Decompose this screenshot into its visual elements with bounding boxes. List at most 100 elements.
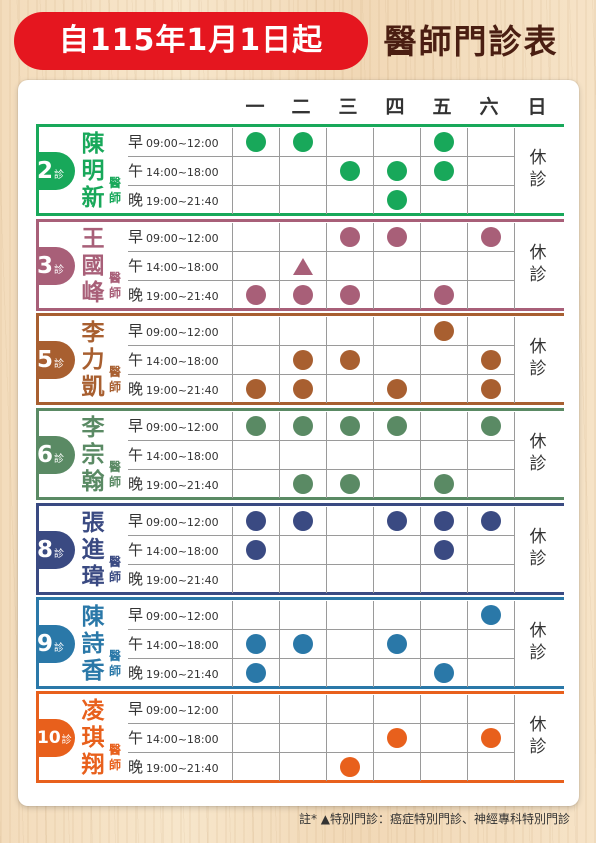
clinic-open-dot xyxy=(340,285,360,305)
session-time: 14:00~18:00 xyxy=(146,166,219,179)
schedule-cell xyxy=(279,659,326,687)
schedule-cell xyxy=(232,659,279,687)
schedule-cell xyxy=(279,470,326,498)
clinic-number-badge: 3診 xyxy=(36,247,75,285)
schedule-cell xyxy=(467,753,514,781)
schedule-cell xyxy=(279,128,326,156)
weekday-2: 二 xyxy=(291,96,311,118)
clinic-number-badge: 9診 xyxy=(36,625,75,663)
schedule-cell xyxy=(467,659,514,687)
clinic-open-dot xyxy=(434,540,454,560)
schedule-cell xyxy=(420,223,467,251)
session-time: 14:00~18:00 xyxy=(146,355,219,368)
block-bottom-rule xyxy=(36,308,564,311)
sunday-closed-cell: 休診 xyxy=(514,695,561,781)
doctor-name: 王國峰 xyxy=(81,225,105,306)
schedule-cell xyxy=(467,470,514,498)
schedule-cell xyxy=(373,470,420,498)
session-time: 09:00~12:00 xyxy=(146,610,219,623)
sunday-closed-label: 休診 xyxy=(529,337,547,379)
session-grid: 早 09:00~12:00 午 14:00~18:00 晚 19:00~21:40 休診 xyxy=(128,317,558,403)
schedule-cell xyxy=(420,412,467,440)
schedule-cell xyxy=(467,223,514,251)
schedule-cell xyxy=(326,157,373,185)
schedule-cell xyxy=(420,630,467,658)
session-row: 午 14:00~18:00 xyxy=(128,346,514,375)
session-row: 早 09:00~12:00 xyxy=(128,317,514,346)
sunday-closed-label: 休診 xyxy=(529,432,547,474)
schedule-cell xyxy=(467,565,514,593)
block-top-rule xyxy=(36,503,564,506)
schedule-cell xyxy=(326,186,373,214)
session-prefix: 晚 xyxy=(128,758,144,776)
session-prefix: 早 xyxy=(128,322,144,340)
schedule-cell xyxy=(420,157,467,185)
block-bottom-rule xyxy=(36,686,564,689)
clinic-number-badge: 6診 xyxy=(36,436,75,474)
schedule-cell xyxy=(326,695,373,723)
schedule-cell xyxy=(232,753,279,781)
schedule-cell xyxy=(279,223,326,251)
session-prefix: 早 xyxy=(128,512,144,530)
schedule-cell xyxy=(373,186,420,214)
clinic-open-dot xyxy=(387,728,407,748)
clinic-open-dot xyxy=(246,132,266,152)
weekday-6: 六 xyxy=(479,96,499,118)
schedule-cell xyxy=(373,695,420,723)
clinic-open-dot xyxy=(246,379,266,399)
block-top-rule xyxy=(36,313,564,316)
schedule-cell xyxy=(326,128,373,156)
weekday-1: 一 xyxy=(245,96,265,118)
clinic-number: 9 xyxy=(37,631,54,657)
clinic-open-dot xyxy=(387,379,407,399)
session-label: 午 14:00~18:00 xyxy=(128,157,230,185)
doctor-block: 2診 陳明新 醫師早 09:00~12:00 午 14:00~18:00 晚 19:00~21… xyxy=(36,124,564,220)
schedule-cell xyxy=(279,157,326,185)
clinic-suffix: 診 xyxy=(54,549,65,560)
session-label: 早 09:00~12:00 xyxy=(128,695,230,723)
schedule-cell xyxy=(232,317,279,345)
special-clinic-triangle xyxy=(293,258,313,275)
clinic-open-dot xyxy=(340,416,360,436)
doctor-title: 醫師 xyxy=(108,743,121,772)
page-title: 醫師門診表 xyxy=(383,22,559,61)
session-time: 09:00~12:00 xyxy=(146,516,219,529)
schedule-cell xyxy=(373,281,420,309)
session-time: 19:00~21:40 xyxy=(146,290,219,303)
schedule-cell xyxy=(326,412,373,440)
session-label: 早 09:00~12:00 xyxy=(128,412,230,440)
clinic-number: 8 xyxy=(37,537,54,563)
schedule-cell xyxy=(420,507,467,535)
schedule-cell xyxy=(326,317,373,345)
schedule-cell xyxy=(420,252,467,280)
schedule-cell xyxy=(232,507,279,535)
doctor-block: 5診 李力凱 醫師早 09:00~12:00 午 14:00~18:00 晚 19:00~21… xyxy=(36,313,564,409)
schedule-cell xyxy=(373,252,420,280)
clinic-open-dot xyxy=(293,350,313,370)
clinic-open-dot xyxy=(340,474,360,494)
session-label: 晚 19:00~21:40 xyxy=(128,281,230,309)
session-label: 午 14:00~18:00 xyxy=(128,346,230,374)
session-row: 早 09:00~12:00 xyxy=(128,223,514,252)
schedule-cell xyxy=(467,317,514,345)
session-prefix: 晚 xyxy=(128,191,144,209)
sunday-closed-label: 休診 xyxy=(529,243,547,285)
schedule-cell xyxy=(326,441,373,469)
schedule-cell xyxy=(420,724,467,752)
schedule-cell xyxy=(467,157,514,185)
session-row: 晚 19:00~21:40 xyxy=(128,659,514,687)
schedule-cell xyxy=(279,281,326,309)
session-prefix: 早 xyxy=(128,700,144,718)
schedule-cell xyxy=(467,601,514,629)
session-prefix: 午 xyxy=(128,162,144,180)
schedule-cell xyxy=(279,601,326,629)
schedule-cell xyxy=(279,441,326,469)
session-grid: 早 09:00~12:00 午 14:00~18:00 晚 19:00~21:40 休診 xyxy=(128,412,558,498)
clinic-open-dot xyxy=(434,663,454,683)
schedule-cell xyxy=(467,252,514,280)
schedule-cell xyxy=(420,317,467,345)
doctor-title: 醫師 xyxy=(108,555,121,584)
schedule-cell xyxy=(420,346,467,374)
block-bottom-rule xyxy=(36,497,564,500)
session-prefix: 晚 xyxy=(128,570,144,588)
